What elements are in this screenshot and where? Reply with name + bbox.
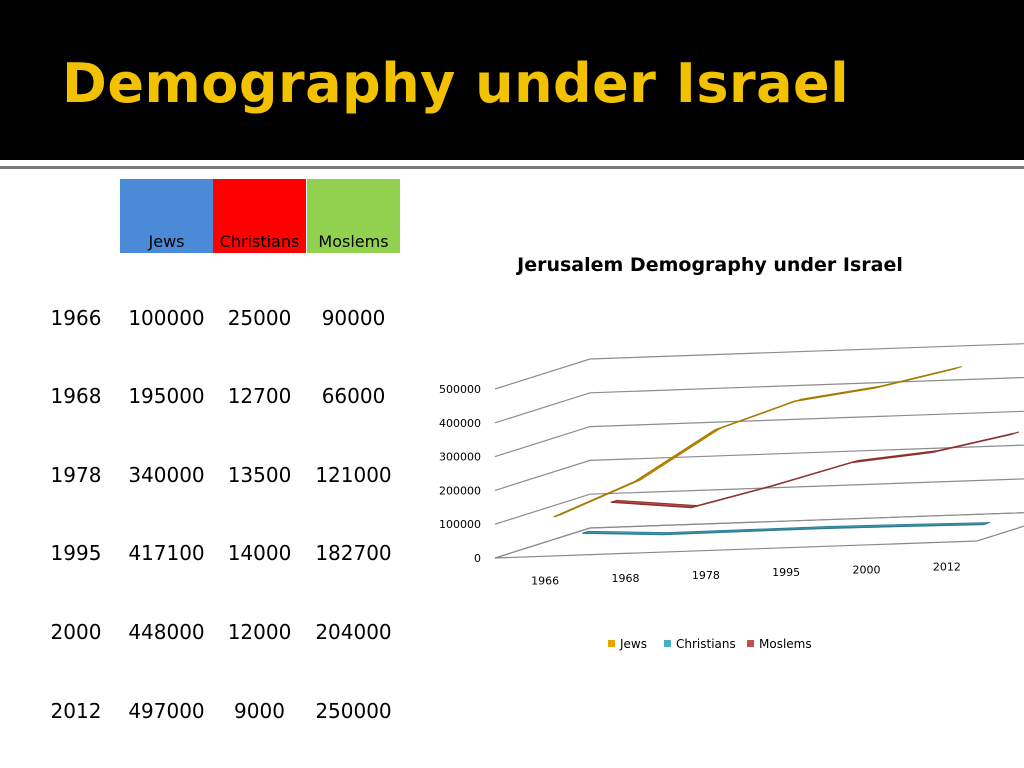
legend-swatch-christians [664, 640, 671, 647]
table-row: 1968 195000 12700 66000 [0, 384, 410, 414]
slide-title: Demography under Israel [62, 52, 850, 115]
y-tick-label: 400000 [439, 417, 481, 430]
y-tick-label: 200000 [439, 484, 481, 497]
series-moslems-line [611, 433, 1014, 509]
series-jews-line [553, 367, 957, 518]
table-row: 1966 100000 25000 90000 [0, 306, 410, 336]
jews-cell: 417100 [128, 541, 205, 565]
legend-swatch-jews [608, 640, 615, 647]
table-row: 2012 497000 9000 250000 [0, 699, 410, 729]
year-cell: 2000 [50, 620, 102, 644]
christians-cell: 12000 [227, 620, 292, 644]
christians-cell: 12700 [227, 384, 292, 408]
table-row: 1995 417100 14000 182700 [0, 541, 410, 571]
legend-label-jews: Jews [619, 637, 647, 651]
year-cell: 2012 [50, 699, 102, 723]
gridline [494, 376, 1024, 424]
year-cell: 1968 [50, 384, 102, 408]
table-header-moslems: Moslems [307, 179, 400, 253]
gridline [494, 512, 1024, 559]
x-tick-label: 1978 [692, 569, 720, 582]
year-cell: 1995 [50, 541, 102, 565]
y-tick-label: 100000 [439, 518, 481, 531]
moslems-cell: 250000 [315, 699, 392, 723]
legend-swatch-moslems [747, 640, 754, 647]
year-cell: 1966 [50, 306, 102, 330]
jews-cell: 448000 [128, 620, 205, 644]
christians-cell: 25000 [227, 306, 292, 330]
slide-header: Demography under Israel [0, 0, 1024, 160]
gridline [494, 444, 1024, 491]
gridline [494, 410, 1024, 458]
jews-cell: 497000 [128, 699, 205, 723]
y-tick-label: 300000 [439, 451, 481, 464]
table-row: 1978 340000 13500 121000 [0, 463, 410, 493]
chart-floor [494, 512, 1024, 559]
series-jews-ribbon [553, 366, 963, 518]
year-cell: 1978 [50, 463, 102, 487]
x-tick-label: 1995 [772, 566, 800, 579]
table-header-jews: Jews [120, 179, 213, 253]
slide-body [0, 169, 1024, 768]
christians-cell: 13500 [227, 463, 292, 487]
series-christians-ribbon [582, 522, 991, 535]
moslems-cell: 66000 [321, 384, 386, 408]
gridline [494, 343, 1024, 390]
moslems-cell: 121000 [315, 463, 392, 487]
legend-label-moslems: Moslems [759, 637, 812, 651]
series-moslems-ribbon [610, 431, 1020, 508]
table-header-christians: Christians [213, 179, 306, 253]
legend-label-christians: Christians [676, 637, 736, 651]
header-divider [0, 160, 1024, 166]
x-tick-label: 2012 [933, 560, 961, 573]
series-christians-line [582, 523, 985, 536]
jews-cell: 100000 [128, 306, 205, 330]
y-tick-label: 0 [474, 552, 481, 565]
x-tick-label: 1966 [531, 575, 559, 588]
moslems-cell: 182700 [315, 541, 392, 565]
table-row: 2000 448000 12000 204000 [0, 620, 410, 650]
header-divider-shadow [0, 166, 1024, 169]
y-tick-label: 500000 [439, 383, 481, 396]
jews-cell: 340000 [128, 463, 205, 487]
chart-title: Jerusalem Demography under Israel [517, 254, 903, 276]
x-tick-label: 2000 [853, 563, 881, 576]
moslems-cell: 90000 [321, 306, 386, 330]
x-tick-label: 1968 [612, 572, 640, 585]
jews-cell: 195000 [128, 384, 205, 408]
gridline [494, 478, 1024, 525]
christians-cell: 14000 [227, 541, 292, 565]
moslems-cell: 204000 [315, 620, 392, 644]
christians-cell: 9000 [234, 699, 285, 723]
